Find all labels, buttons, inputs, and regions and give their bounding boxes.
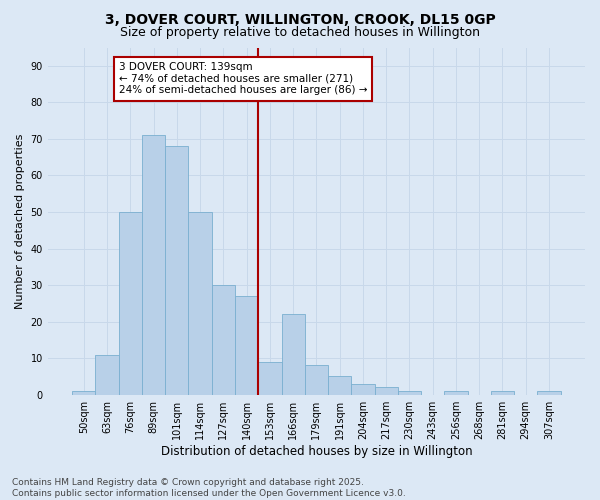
Bar (374, 388, 398, 394)
Bar (142, 135, 165, 394)
Bar (212, 285, 235, 395)
X-axis label: Distribution of detached houses by size in Willington: Distribution of detached houses by size … (161, 444, 472, 458)
Bar (351, 384, 374, 394)
Text: 3 DOVER COURT: 139sqm
← 74% of detached houses are smaller (271)
24% of semi-det: 3 DOVER COURT: 139sqm ← 74% of detached … (119, 62, 367, 96)
Y-axis label: Number of detached properties: Number of detached properties (15, 134, 25, 309)
Bar (328, 376, 351, 394)
Bar (281, 314, 305, 394)
Bar (258, 362, 281, 394)
Bar (235, 296, 258, 394)
Bar (188, 212, 212, 394)
Bar (95, 354, 119, 395)
Bar (538, 391, 560, 394)
Bar (491, 391, 514, 394)
Text: 3, DOVER COURT, WILLINGTON, CROOK, DL15 0GP: 3, DOVER COURT, WILLINGTON, CROOK, DL15 … (104, 12, 496, 26)
Bar (119, 212, 142, 394)
Bar (445, 391, 467, 394)
Text: Size of property relative to detached houses in Willington: Size of property relative to detached ho… (120, 26, 480, 39)
Bar (305, 366, 328, 394)
Bar (398, 391, 421, 394)
Bar (72, 391, 95, 394)
Bar (165, 146, 188, 394)
Text: Contains HM Land Registry data © Crown copyright and database right 2025.
Contai: Contains HM Land Registry data © Crown c… (12, 478, 406, 498)
